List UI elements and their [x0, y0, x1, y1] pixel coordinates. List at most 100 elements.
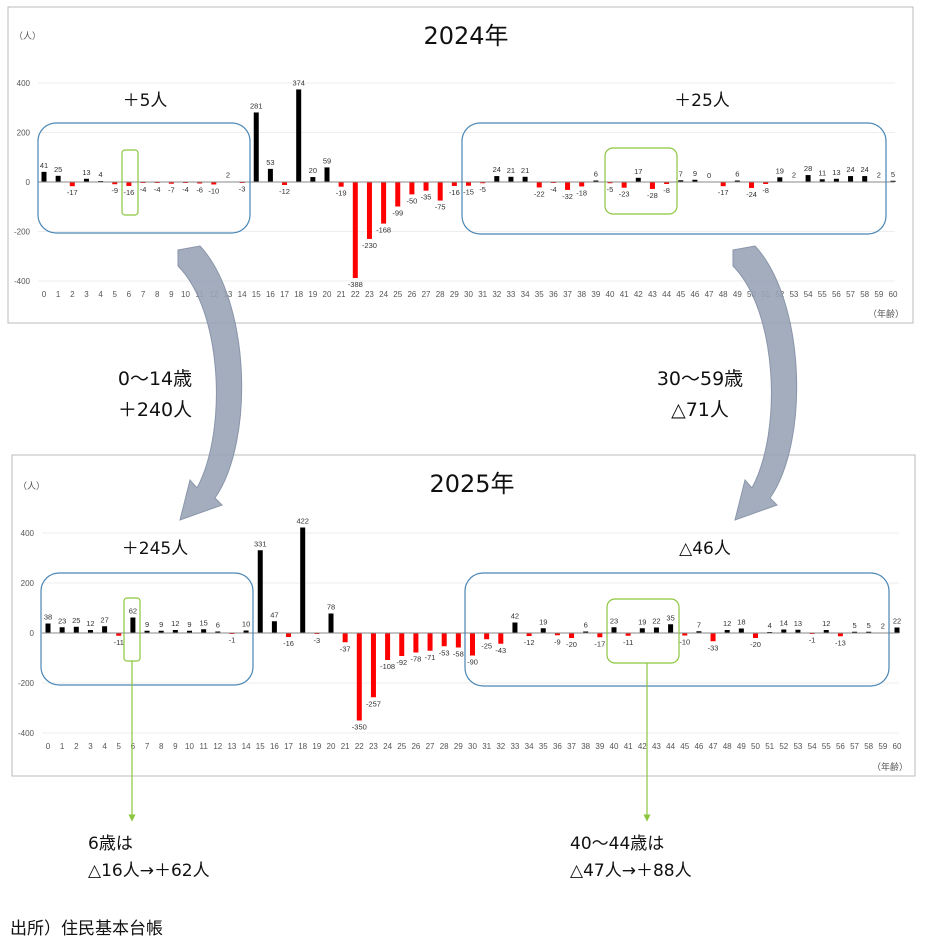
x-tick-label: 20 [323, 290, 332, 299]
data-label: -28 [647, 191, 658, 200]
y-tick-label: 400 [17, 79, 31, 88]
x-tick-label: 28 [436, 290, 445, 299]
x-tick-label: 46 [690, 290, 699, 299]
x-tick-label: 53 [793, 742, 802, 751]
data-label: -16 [283, 639, 294, 648]
data-label: 13 [82, 168, 90, 177]
bar-age-37 [565, 182, 571, 190]
bar-age-30 [470, 633, 475, 656]
bar-age-43 [653, 627, 659, 633]
data-label: 12 [86, 619, 94, 628]
curved-arrow-left [177, 245, 243, 521]
bar-age-44 [668, 624, 674, 633]
bar-age-53 [795, 629, 801, 633]
data-label: 2 [877, 171, 881, 180]
x-tick-label: 31 [478, 290, 487, 299]
data-label: -25 [481, 641, 492, 650]
data-label: 331 [254, 539, 267, 548]
bar-age-47 [710, 633, 716, 642]
x-tick-label: 41 [620, 290, 629, 299]
bar-age-49 [738, 628, 744, 633]
y-tick-label: 200 [21, 579, 35, 588]
x-tick-label: 20 [327, 742, 336, 751]
bar-age-21 [338, 182, 344, 187]
bar-age-22 [356, 633, 362, 721]
data-label: -90 [467, 658, 478, 667]
data-label: 20 [309, 166, 317, 175]
y-tick-label: 400 [21, 529, 35, 538]
x-tick-label: 15 [252, 290, 261, 299]
left-change-value: ＋240人 [118, 399, 192, 421]
bar-age-34 [522, 176, 528, 182]
bar-age-27 [427, 633, 433, 651]
bar-age-17 [286, 633, 292, 637]
bar-age-18 [296, 89, 302, 182]
bar-age-46 [692, 179, 698, 182]
x-tick-label: 8 [159, 742, 164, 751]
bar-age-56 [837, 633, 843, 637]
x-tick-label: 22 [351, 290, 360, 299]
data-label: -9 [554, 637, 561, 646]
x-tick-label: 5 [117, 742, 122, 751]
bar-age-51 [763, 182, 769, 184]
group-box-30-59 [461, 122, 887, 235]
x-tick-label: 19 [312, 742, 321, 751]
bar-age-42 [639, 628, 645, 633]
bar-age-38 [579, 182, 585, 187]
data-label: 11 [818, 168, 826, 177]
x-tick-label: 21 [341, 742, 350, 751]
curved-arrow-right [732, 245, 798, 521]
bar-age-9 [172, 630, 178, 633]
data-label: -16 [123, 188, 134, 197]
data-label: -58 [453, 650, 464, 659]
bar-age-22 [352, 182, 358, 279]
data-label: 28 [804, 164, 812, 173]
data-label: -257 [366, 699, 381, 708]
x-tick-label: 49 [737, 742, 746, 751]
x-tick-label: 5 [113, 290, 118, 299]
data-label: 24 [846, 165, 854, 174]
right-group-total: △46人 [679, 539, 731, 559]
data-label: -17 [594, 639, 605, 648]
data-label: 24 [493, 165, 501, 174]
age40-note-value: △47人→＋88人 [570, 861, 692, 881]
data-label: -1 [229, 635, 236, 644]
bar-age-52 [777, 177, 783, 182]
bar-age-28 [441, 633, 447, 647]
bar-age-25 [395, 182, 401, 207]
x-tick-label: 54 [808, 742, 817, 751]
x-tick-label: 38 [577, 290, 586, 299]
chart-frame [11, 454, 916, 777]
data-label: -37 [340, 644, 351, 653]
bar-age-39 [593, 180, 599, 182]
bar-age-26 [413, 633, 419, 653]
bar-age-60 [894, 627, 900, 633]
x-tick-label: 44 [666, 742, 675, 751]
x-tick-label: 42 [634, 290, 643, 299]
y-tick-label: -200 [18, 679, 35, 688]
data-label: 19 [776, 166, 784, 175]
x-tick-label: 36 [549, 290, 558, 299]
x-tick-label: 19 [308, 290, 317, 299]
x-tick-label: 14 [242, 742, 251, 751]
data-label: -24 [746, 190, 757, 199]
x-tick-label: 13 [223, 290, 232, 299]
x-tick-label: 37 [567, 742, 576, 751]
x-tick-label: 29 [450, 290, 459, 299]
data-label: 41 [40, 161, 48, 170]
bar-age-48 [724, 630, 730, 633]
x-tick-label: 13 [227, 742, 236, 751]
x-tick-label: 14 [238, 290, 247, 299]
x-tick-label: 10 [185, 742, 194, 751]
data-label: -350 [352, 723, 367, 732]
data-label: 21 [521, 166, 529, 175]
data-label: 21 [507, 166, 515, 175]
bar-age-35 [536, 182, 542, 188]
bar-age-15 [253, 112, 259, 182]
x-tick-label: 26 [407, 290, 416, 299]
x-tick-label: 26 [411, 742, 420, 751]
data-label: 18 [737, 618, 745, 627]
bar-age-41 [625, 633, 631, 636]
x-tick-label: 45 [676, 290, 685, 299]
x-tick-label: 0 [42, 290, 47, 299]
